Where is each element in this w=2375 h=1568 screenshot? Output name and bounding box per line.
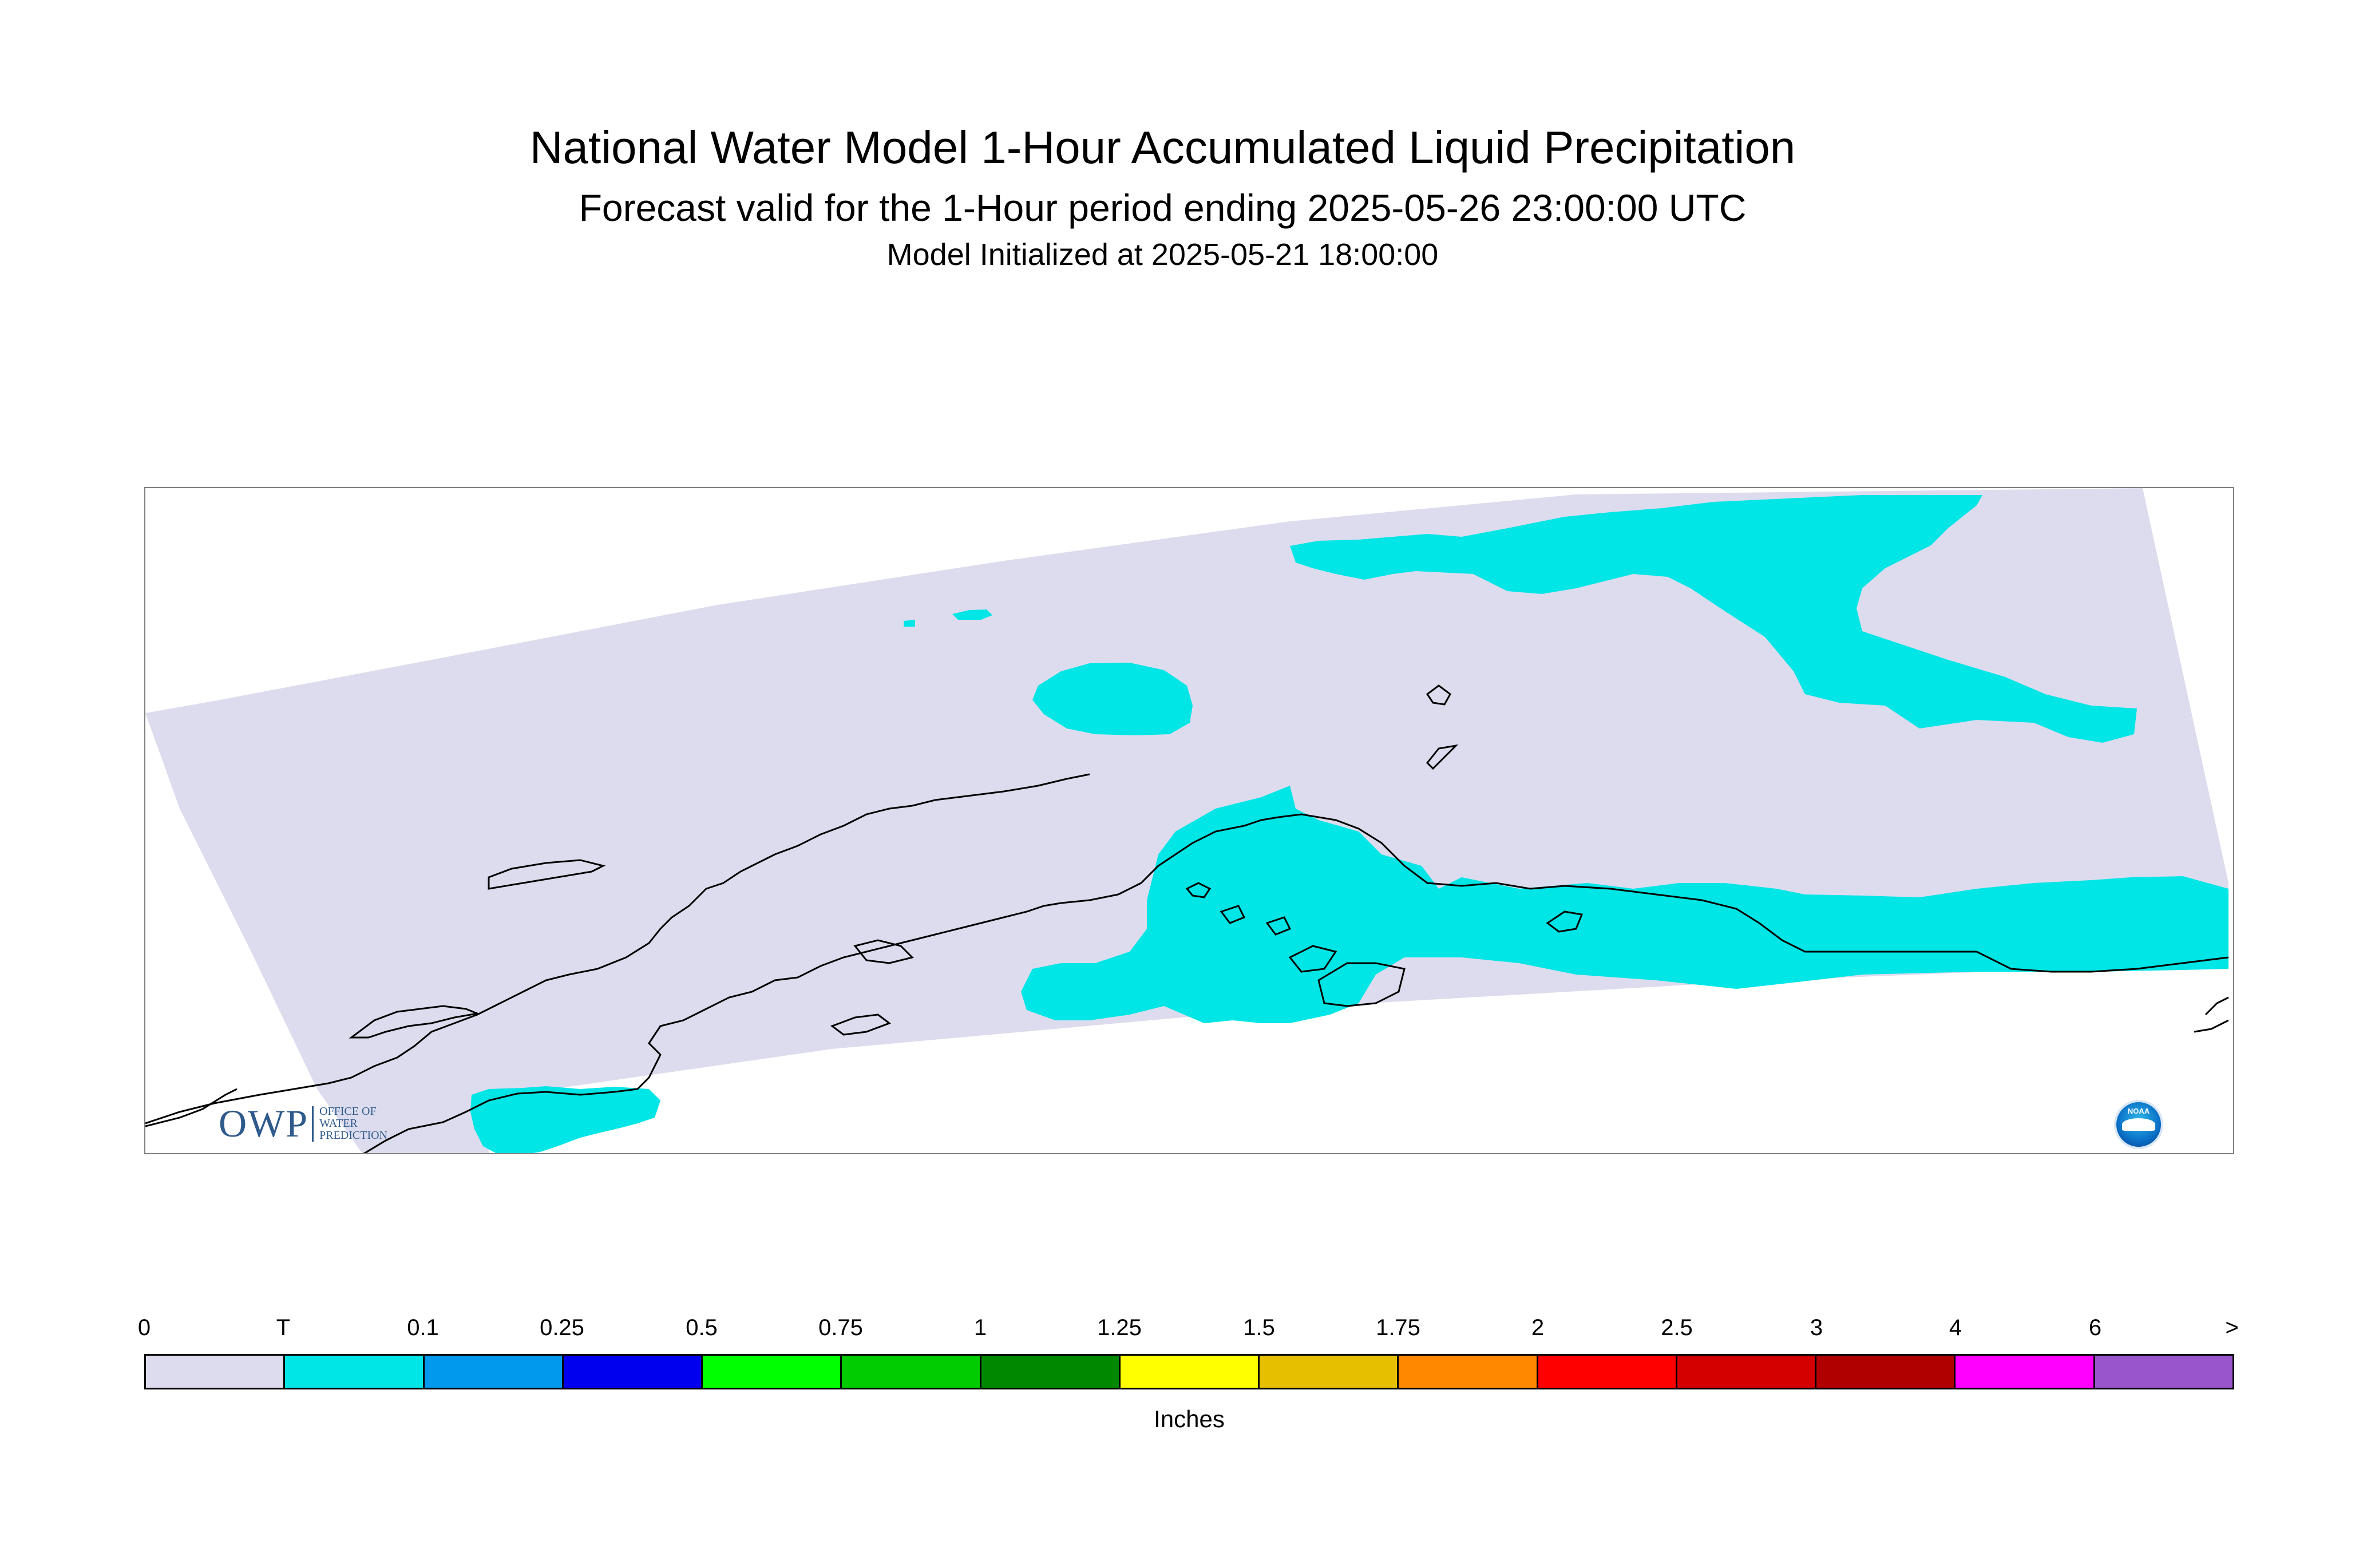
legend-swatch-13 <box>1956 1356 2095 1388</box>
legend-swatch-11 <box>1677 1356 1817 1388</box>
owp-logo: OWP OFFICE OF WATER PREDICTION <box>219 1101 387 1146</box>
model-domain-area <box>145 488 2228 1153</box>
legend-tick: 1 <box>973 1315 987 1340</box>
map-title: National Water Model 1-Hour Accumulated … <box>529 122 1796 173</box>
coastline-interior-river <box>145 773 1090 1124</box>
legend-tick: 4 <box>1949 1315 1962 1340</box>
precip-area-speck-2 <box>904 620 915 627</box>
legend-swatch-5 <box>842 1356 981 1388</box>
noaa-seal-bird <box>2122 1118 2155 1131</box>
legend-unit-label: Inches <box>1154 1405 1225 1432</box>
precip-area-speck-1 <box>952 609 992 620</box>
legend-swatch-8 <box>1260 1356 1399 1388</box>
precip-area-oval <box>1032 663 1193 735</box>
model-init-time: Model Initialized at 2025-05-21 18:00:00 <box>886 237 1439 272</box>
precip-area-north <box>1290 495 2137 743</box>
coastline-southwest <box>145 1088 238 1127</box>
legend-tick: 1.5 <box>1243 1315 1275 1340</box>
coastlines <box>145 684 2229 1153</box>
legend-swatch-10 <box>1538 1356 1677 1388</box>
legend-swatch-1 <box>285 1356 425 1388</box>
legend-swatch-0 <box>146 1356 286 1388</box>
legend-swatch-2 <box>424 1356 564 1388</box>
legend-tick: 0.25 <box>540 1315 584 1340</box>
noaa-seal-label: NOAA <box>2127 1107 2150 1115</box>
legend-tick: 2 <box>1531 1315 1545 1340</box>
legend-tick: 0.1 <box>407 1315 439 1340</box>
legend-tick: T <box>276 1315 291 1340</box>
owp-logo-line-3: PREDICTION <box>319 1129 387 1142</box>
legend-swatch-4 <box>703 1356 842 1388</box>
owp-logo-mark: OWP <box>219 1102 309 1145</box>
coastline-inlet-2 <box>349 1005 481 1039</box>
precip-area-southwest <box>470 1086 660 1153</box>
coastline-island-3 <box>1426 684 1451 706</box>
legend-swatch-3 <box>563 1356 703 1388</box>
legend-tick-labels: 0 T 0.1 0.25 0.5 0.75 1 1.25 1.5 1.75 2 … <box>0 1315 2375 1344</box>
owp-logo-text: OFFICE OF WATER PREDICTION <box>319 1106 387 1142</box>
legend-color-bar <box>144 1354 2234 1389</box>
map-panel <box>144 487 2234 1154</box>
coastline-gulf-islands <box>1185 882 1584 1007</box>
legend-tick: 3 <box>1810 1315 1823 1340</box>
legend-tick: 1.25 <box>1097 1315 1142 1340</box>
coastline-island-2 <box>830 1013 892 1036</box>
owp-logo-line-1: OFFICE OF <box>319 1105 377 1118</box>
coastline-mainland <box>363 893 1119 1153</box>
legend-swatch-9 <box>1399 1356 1538 1388</box>
legend-tick: 2.5 <box>1661 1315 1693 1340</box>
coastline-peninsula <box>1118 813 2229 973</box>
noaa-seal-icon: NOAA <box>2114 1100 2163 1149</box>
coastline-inlet-1 <box>488 859 606 890</box>
owp-logo-line-2: WATER <box>319 1117 358 1130</box>
legend-tick: 0.5 <box>686 1315 718 1340</box>
legend-tick: 0 <box>137 1315 151 1340</box>
legend-tick: > <box>2225 1315 2239 1340</box>
coastline-island-4 <box>1426 744 1459 770</box>
legend-tick: 0.75 <box>818 1315 863 1340</box>
owp-logo-divider <box>312 1106 314 1142</box>
coastline-island-1 <box>853 939 914 964</box>
trace-precip-areas <box>470 495 2228 1153</box>
legend-swatch-12 <box>1816 1356 1956 1388</box>
legend-swatch-6 <box>981 1356 1121 1388</box>
map-canvas <box>145 488 2229 1153</box>
legend-swatch-14 <box>2095 1356 2232 1388</box>
map-subtitle: Forecast valid for the 1-Hour period end… <box>579 187 1747 229</box>
precip-area-gulf <box>1021 786 2228 1023</box>
legend-tick: 6 <box>2088 1315 2102 1340</box>
legend-swatch-7 <box>1120 1356 1260 1388</box>
coastline-east <box>2194 996 2229 1033</box>
legend-tick: 1.75 <box>1376 1315 1420 1340</box>
